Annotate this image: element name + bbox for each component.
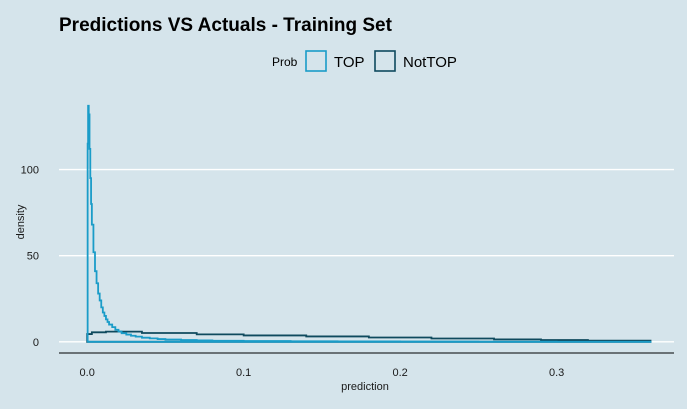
legend-key-nottop bbox=[374, 50, 396, 72]
x-axis-title: prediction bbox=[341, 381, 389, 393]
x-tick-label: 0.0 bbox=[80, 367, 95, 379]
y-tick-label: 50 bbox=[27, 251, 39, 263]
x-tick-label: 0.3 bbox=[549, 367, 564, 379]
chart-title: Predictions VS Actuals - Training Set bbox=[59, 15, 393, 36]
legend: Prob TOP NotTOP bbox=[272, 50, 457, 72]
y-tick-labels: 0 50 100 bbox=[21, 165, 39, 349]
y-axis-title: density bbox=[15, 204, 27, 239]
series-layer bbox=[86, 104, 652, 343]
density-line-top bbox=[86, 104, 652, 343]
x-tick-label: 0.1 bbox=[236, 367, 251, 379]
x-tick-label: 0.2 bbox=[392, 367, 407, 379]
legend-label-nottop: NotTOP bbox=[403, 54, 457, 71]
legend-label-top: TOP bbox=[334, 54, 365, 71]
x-tick-labels: 0.0 0.1 0.2 0.3 bbox=[80, 367, 565, 379]
series-top bbox=[86, 104, 652, 343]
density-line-nottop bbox=[86, 330, 652, 343]
legend-key-top bbox=[305, 50, 327, 72]
y-tick-label: 100 bbox=[21, 165, 39, 177]
y-tick-label: 0 bbox=[33, 337, 39, 349]
legend-title: Prob bbox=[272, 55, 298, 69]
series-nottop bbox=[86, 330, 652, 343]
